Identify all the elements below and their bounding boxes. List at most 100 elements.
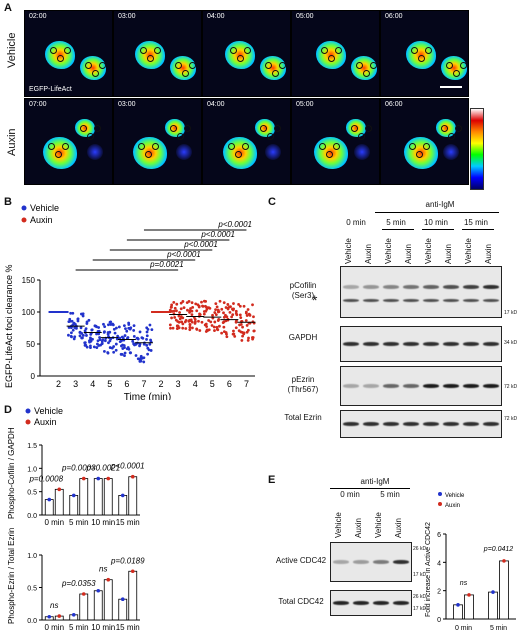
data-point — [88, 344, 92, 348]
data-point — [93, 324, 97, 328]
cell-blob — [223, 137, 258, 169]
data-point — [109, 323, 113, 326]
data-point — [81, 476, 86, 481]
data-point — [214, 302, 218, 305]
foci-circle — [145, 151, 153, 158]
data-point — [71, 493, 76, 498]
foci-circle — [417, 55, 425, 62]
data-point — [146, 352, 150, 356]
x-tick-label: 5 min — [69, 623, 89, 632]
foci-circle — [332, 143, 340, 150]
p-value: p<0.0001 — [166, 250, 201, 259]
y-tick-label: 0.0 — [27, 618, 37, 625]
data-point — [182, 306, 186, 310]
band — [383, 285, 399, 289]
data-point — [231, 313, 235, 316]
bar — [79, 593, 89, 621]
data-point — [211, 313, 214, 317]
blot-pcofilin — [340, 266, 502, 318]
data-point — [184, 318, 188, 322]
data-point — [84, 327, 88, 331]
data-point — [252, 329, 256, 333]
time-label: 0 min — [340, 490, 360, 499]
foci-circle — [334, 47, 342, 54]
foci-circle — [318, 143, 326, 150]
kd-marker: 17 kD — [413, 572, 427, 578]
data-point — [238, 323, 241, 327]
data-point — [136, 357, 140, 361]
data-point — [246, 308, 250, 311]
data-point — [125, 329, 129, 333]
data-point — [237, 302, 240, 306]
data-point — [79, 326, 83, 330]
micro-frame: 06:00 — [380, 98, 469, 185]
data-point — [173, 316, 177, 319]
data-point — [189, 307, 192, 310]
band — [403, 384, 419, 388]
x-tick-label: 5 min — [490, 625, 507, 632]
data-point — [102, 322, 105, 326]
data-point — [88, 340, 91, 344]
data-point — [222, 325, 226, 329]
p-value: p=0.0353 — [61, 579, 96, 588]
data-point — [251, 303, 254, 307]
foci-circle — [357, 133, 365, 140]
bar — [128, 570, 138, 621]
foci-circle — [85, 62, 92, 69]
data-point — [194, 302, 198, 306]
data-point — [103, 339, 107, 343]
data-point — [114, 342, 118, 346]
data-point — [205, 328, 209, 332]
data-point — [112, 345, 116, 348]
band — [423, 422, 439, 426]
data-point — [456, 603, 460, 607]
frame-time: 06:00 — [385, 101, 403, 108]
y-tick-label: 1.5 — [27, 443, 37, 450]
data-point — [233, 334, 237, 338]
blot-gapdh — [340, 326, 502, 362]
data-point — [76, 317, 80, 321]
band — [443, 384, 459, 388]
data-point — [121, 347, 125, 350]
panel-label-c: C — [268, 196, 276, 208]
data-point — [145, 338, 148, 341]
data-point — [231, 308, 235, 312]
data-point — [100, 339, 104, 343]
data-point — [179, 301, 183, 305]
foci-circle — [230, 47, 238, 54]
data-point — [188, 311, 191, 314]
band — [483, 299, 499, 302]
data-point — [245, 314, 249, 317]
treatment-label: anti-IgM — [425, 200, 455, 209]
cell-blob — [170, 56, 197, 80]
y-tick-label: 100 — [22, 308, 36, 317]
bar — [93, 478, 103, 516]
foci-circle — [94, 125, 101, 132]
foci-circle — [274, 125, 282, 132]
band — [483, 422, 499, 426]
data-point — [213, 320, 217, 324]
panel-label-d: D — [4, 404, 12, 416]
cell-blob — [80, 56, 106, 80]
frame-time: 07:00 — [29, 101, 47, 108]
cell-blob — [165, 119, 192, 140]
data-point — [170, 310, 174, 313]
data-point — [57, 487, 62, 492]
data-point — [168, 323, 172, 327]
legend-dot-vehicle — [25, 408, 31, 414]
foci-circle — [350, 125, 358, 132]
data-point — [207, 328, 211, 332]
y-tick-label: 2 — [437, 589, 441, 596]
cell-blob — [315, 41, 346, 69]
y-tick-label: 50 — [26, 340, 35, 349]
cell-blob — [255, 119, 282, 140]
data-point — [89, 338, 92, 342]
blot-name: GAPDH — [288, 333, 318, 342]
band — [383, 384, 399, 388]
band — [383, 342, 399, 346]
band — [423, 285, 439, 289]
data-point — [120, 335, 124, 339]
data-point — [123, 351, 127, 355]
lane-label: Vehicle — [424, 238, 433, 264]
lane-label: Vehicle — [464, 238, 473, 264]
